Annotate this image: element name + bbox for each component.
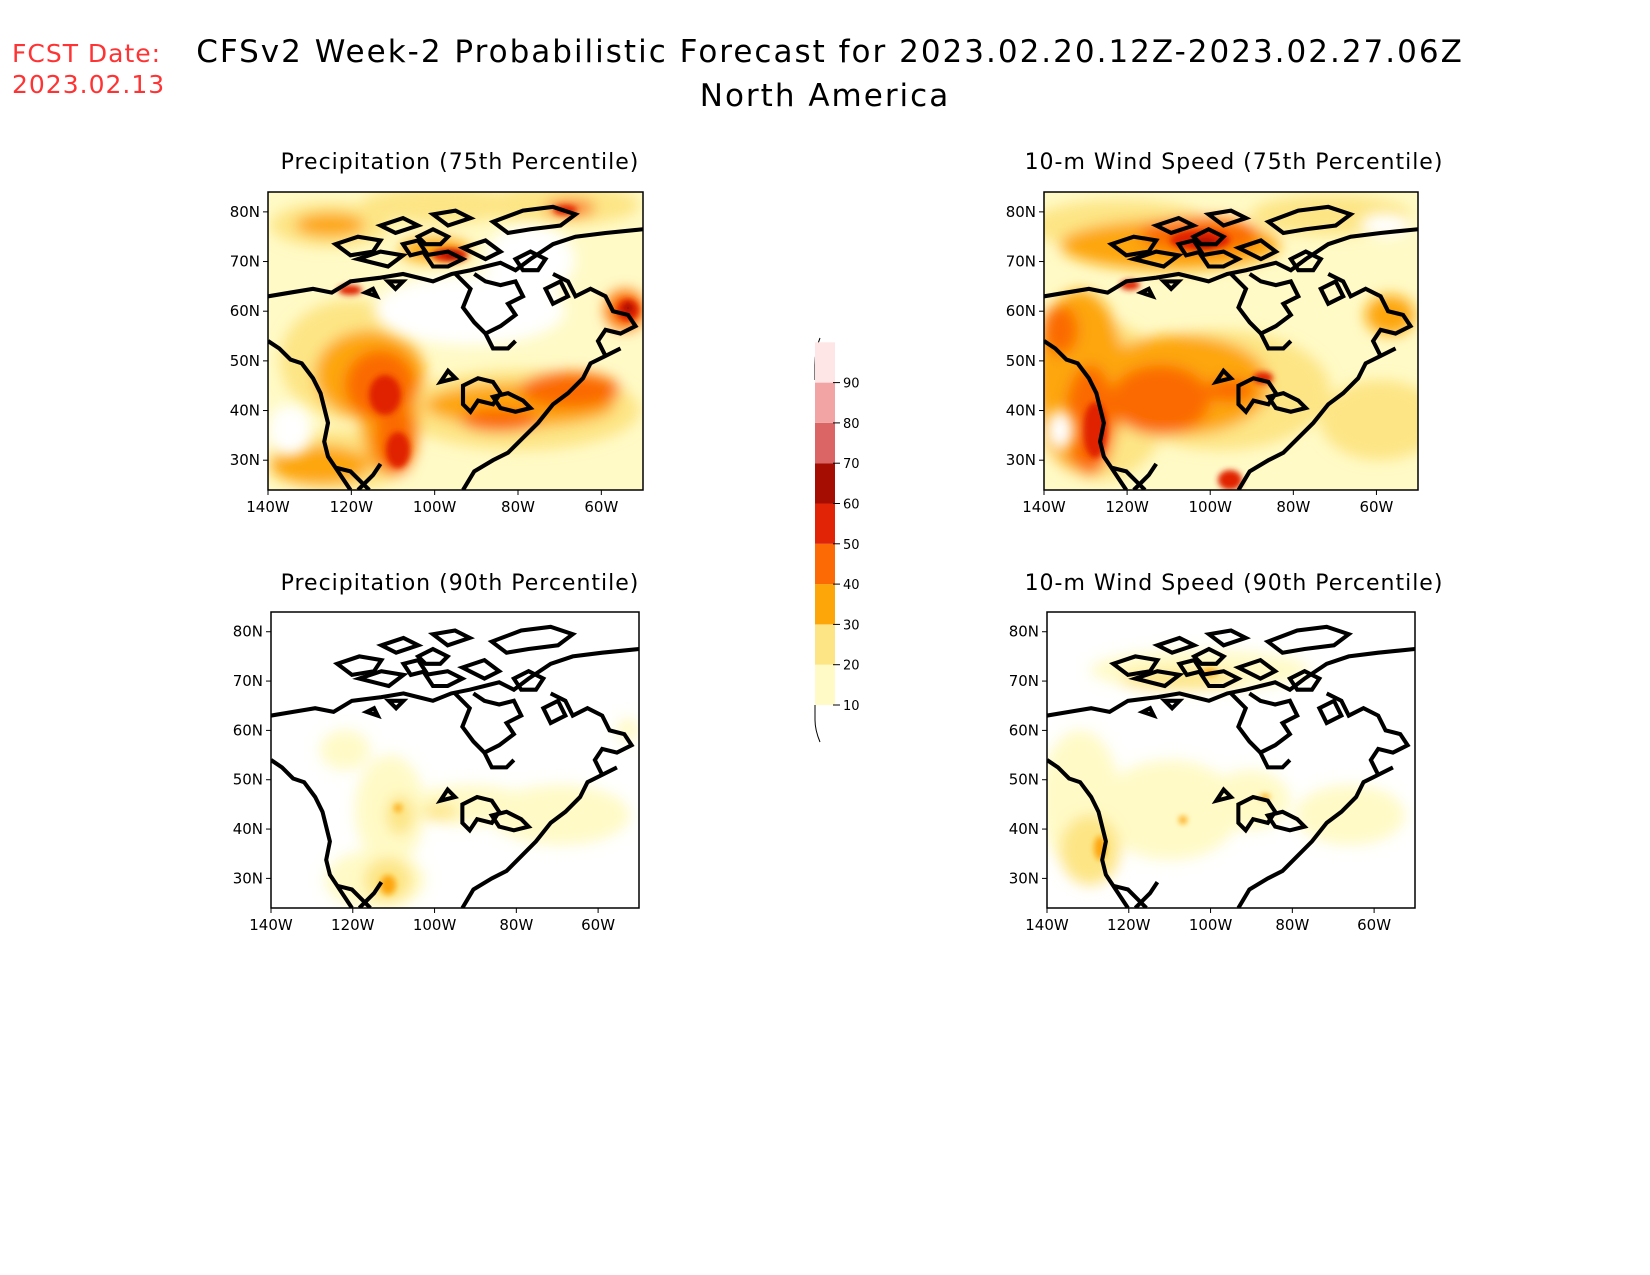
panel-title-wind-75: 10-m Wind Speed (75th Percentile) (1024, 150, 1444, 175)
lat-tick-label: 40N (230, 402, 260, 420)
map-panel-wind-90 (1046, 611, 1416, 909)
lon-tick-label: 80W (501, 498, 535, 516)
colorbar-swatch (815, 624, 835, 665)
map-panel-precip-90 (270, 611, 640, 909)
lat-tick-label: 30N (230, 451, 260, 469)
lat-tick-label: 40N (1009, 820, 1039, 838)
lon-tick-label: 80W (499, 916, 533, 934)
lon-tick-label: 100W (1189, 916, 1233, 934)
lon-tick-label: 120W (330, 498, 374, 516)
lat-tick-label: 60N (233, 721, 263, 739)
colorbar-legend: 10 20 30 40 50 60 70 80 90 (814, 337, 860, 743)
panel-title-wind-90: 10-m Wind Speed (90th Percentile) (1024, 571, 1444, 596)
colorbar-label: 60 (843, 498, 860, 513)
lon-tick-label: 100W (413, 498, 457, 516)
lon-tick-label: 60W (581, 916, 615, 934)
lon-tick-label: 140W (1022, 498, 1066, 516)
colorbar-label: 30 (843, 618, 860, 633)
lat-tick-label: 80N (1009, 623, 1039, 641)
figure-subtitle: North America (699, 78, 951, 114)
lat-tick-label: 70N (233, 672, 263, 690)
colorbar-label: 50 (843, 538, 860, 553)
lat-tick-label: 80N (230, 203, 260, 221)
lon-tick-label: 140W (249, 916, 293, 934)
lon-tick-label: 140W (1025, 916, 1069, 934)
colorbar-label: 10 (843, 699, 860, 714)
colorbar-swatch (815, 382, 835, 423)
lat-tick-label: 70N (230, 253, 260, 271)
lat-tick-label: 60N (1009, 721, 1039, 739)
map-axes: 80N 70N 60N 50N 40N 30N 140W 120W 100W 80W 60W 80N 7… (230, 203, 1394, 934)
forecast-date-block: FCST Date: 2023.02.13 (12, 38, 165, 100)
forecast-date-value: 2023.02.13 (12, 70, 166, 99)
lon-tick-label: 60W (584, 498, 618, 516)
lon-tick-label: 140W (246, 498, 290, 516)
map-panel-wind-75 (1043, 191, 1419, 491)
panel-title-precip-90: Precipitation (90th Percentile) (280, 571, 640, 596)
colorbar-label: 20 (843, 659, 860, 674)
lat-tick-label: 50N (1006, 352, 1036, 370)
colorbar-swatch (815, 543, 835, 585)
colorbar-label: 90 (843, 377, 860, 392)
colorbar-swatch (815, 342, 835, 383)
lat-tick-label: 30N (233, 869, 263, 887)
figure-title-block: CFSv2 Week-2 Probabilistic Forecast for … (0, 30, 1650, 118)
lat-tick-label: 60N (230, 302, 260, 320)
lat-tick-label: 70N (1006, 253, 1036, 271)
colorbar-label: 70 (843, 457, 860, 472)
lon-tick-label: 60W (1359, 498, 1393, 516)
map-panel-precip-75 (267, 191, 644, 491)
lat-tick-label: 80N (233, 623, 263, 641)
lon-tick-label: 120W (1107, 916, 1151, 934)
colorbar-swatch (815, 664, 835, 705)
lat-tick-label: 50N (230, 352, 260, 370)
lat-tick-label: 40N (1006, 402, 1036, 420)
colorbar-swatch (815, 463, 835, 504)
colorbar-label: 40 (843, 578, 860, 593)
colorbar-swatch (815, 422, 835, 464)
lat-tick-label: 70N (1009, 672, 1039, 690)
lon-tick-label: 120W (1105, 498, 1149, 516)
lon-tick-label: 100W (1188, 498, 1232, 516)
lon-tick-label: 80W (1275, 916, 1309, 934)
lat-tick-label: 50N (1009, 771, 1039, 789)
forecast-date-label: FCST Date: (12, 39, 162, 68)
lat-tick-label: 30N (1009, 869, 1039, 887)
lon-tick-label: 60W (1357, 916, 1391, 934)
colorbar-swatch (815, 584, 835, 625)
colorbar-label: 80 (843, 417, 860, 432)
lon-tick-label: 80W (1276, 498, 1310, 516)
panel-title-precip-75: Precipitation (75th Percentile) (280, 150, 640, 175)
lon-tick-label: 120W (331, 916, 375, 934)
lon-tick-label: 100W (413, 916, 457, 934)
lat-tick-label: 30N (1006, 451, 1036, 469)
colorbar-swatch (815, 503, 835, 544)
lat-tick-label: 80N (1006, 203, 1036, 221)
lat-tick-label: 60N (1006, 302, 1036, 320)
lat-tick-label: 50N (233, 771, 263, 789)
figure-title: CFSv2 Week-2 Probabilistic Forecast for … (196, 34, 1464, 70)
lat-tick-label: 40N (233, 820, 263, 838)
